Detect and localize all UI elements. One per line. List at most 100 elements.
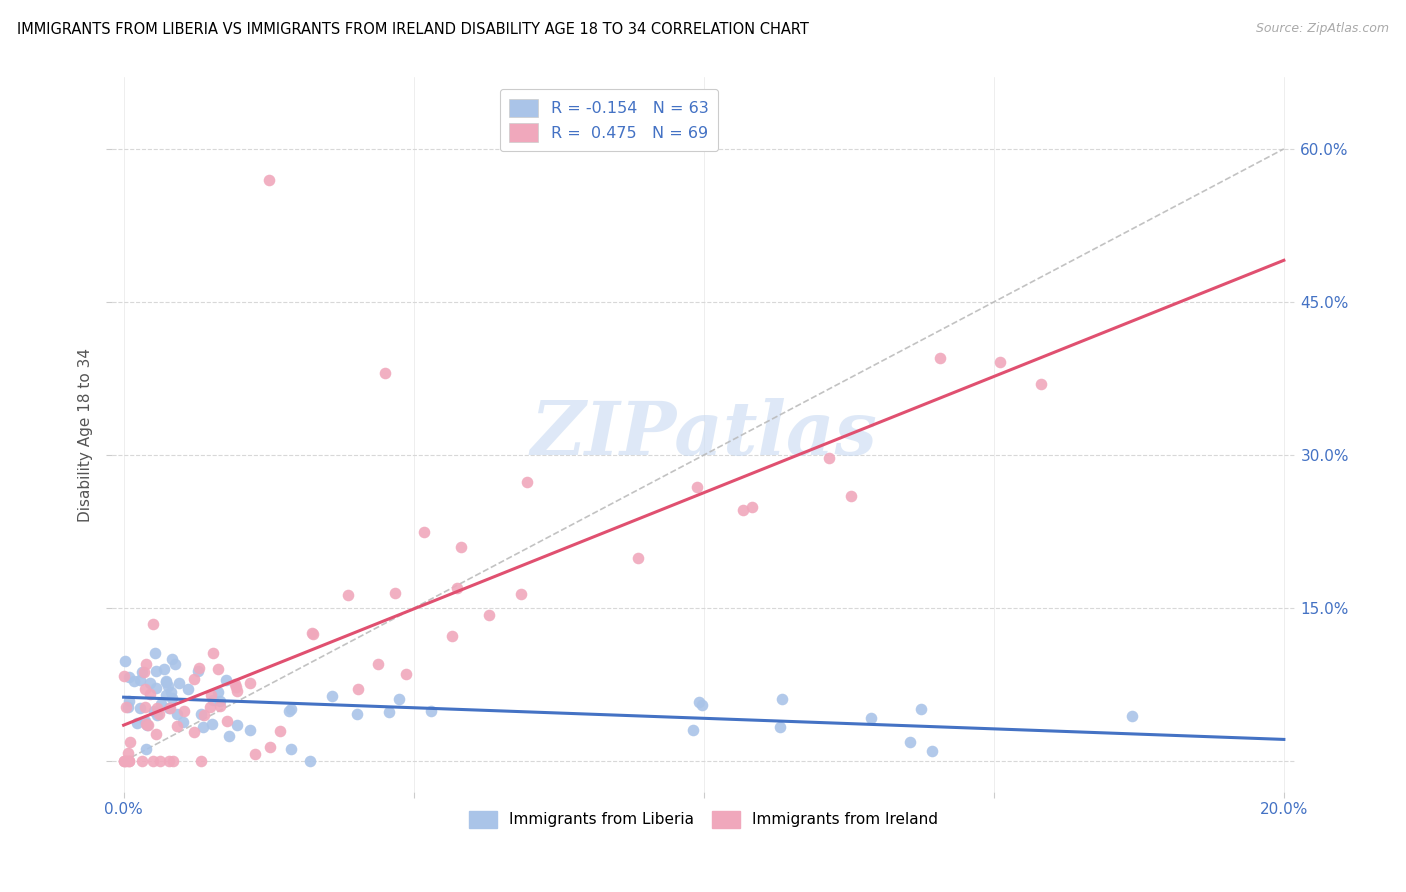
Point (419, 704, 441, 718)
Point (118, 735, 141, 749)
Point (112, 755, 135, 769)
Point (122, 674, 145, 689)
Point (239, 723, 262, 738)
Point (166, 719, 188, 733)
Point (157, 701, 180, 715)
Point (516, 475, 538, 490)
Point (257, 172, 280, 186)
Point (128, 701, 150, 715)
Point (118, 755, 141, 769)
Point (413, 525, 436, 540)
Point (142, 704, 165, 718)
Point (162, 754, 184, 768)
Point (214, 673, 236, 688)
Point (921, 744, 943, 758)
Point (132, 665, 155, 679)
Point (157, 755, 180, 769)
Point (134, 700, 156, 714)
Point (142, 755, 165, 769)
Point (367, 657, 389, 671)
Point (118, 694, 141, 708)
Point (167, 676, 190, 690)
Point (159, 701, 181, 715)
Point (688, 695, 710, 709)
Point (131, 665, 153, 680)
Point (146, 701, 169, 715)
Point (145, 664, 167, 678)
Point (384, 585, 406, 599)
Point (118, 755, 141, 769)
Point (117, 746, 139, 760)
Point (395, 667, 418, 681)
Point (741, 500, 763, 515)
Point (139, 676, 162, 690)
Point (112, 755, 135, 769)
Point (841, 489, 863, 503)
Point (193, 708, 215, 723)
Point (145, 681, 167, 695)
Point (118, 670, 141, 684)
Point (209, 694, 232, 708)
Point (378, 706, 401, 720)
Point (190, 706, 212, 721)
Point (910, 702, 932, 716)
Point (200, 688, 222, 702)
Point (114, 654, 136, 668)
Point (149, 697, 172, 711)
Point (115, 755, 138, 769)
Point (769, 720, 792, 734)
Point (187, 665, 209, 679)
Legend: Immigrants from Liberia, Immigrants from Ireland: Immigrants from Liberia, Immigrants from… (463, 805, 945, 834)
Point (165, 657, 187, 672)
Text: ZIPatlas: ZIPatlas (530, 399, 877, 471)
Point (135, 657, 157, 671)
Point (127, 715, 149, 730)
Point (135, 742, 157, 756)
Point (152, 662, 174, 676)
Point (733, 502, 755, 516)
Point (166, 706, 188, 721)
Point (627, 551, 650, 566)
Point (218, 729, 240, 743)
Point (134, 682, 156, 697)
Point (450, 541, 472, 555)
Point (686, 480, 709, 494)
Point (156, 679, 179, 693)
Point (988, 354, 1011, 368)
Point (277, 704, 299, 718)
Point (859, 711, 882, 725)
Point (440, 629, 463, 643)
Point (301, 626, 323, 640)
Point (226, 717, 249, 731)
Point (155, 673, 177, 688)
Point (198, 700, 221, 714)
Point (202, 646, 225, 660)
Point (201, 717, 224, 731)
Point (217, 714, 239, 729)
Text: IMMIGRANTS FROM LIBERIA VS IMMIGRANTS FROM IRELAND DISABILITY AGE 18 TO 34 CORRE: IMMIGRANTS FROM LIBERIA VS IMMIGRANTS FR… (17, 22, 808, 37)
Point (183, 672, 205, 686)
Point (136, 718, 159, 732)
Point (160, 652, 183, 666)
Point (155, 675, 177, 690)
Point (172, 714, 194, 729)
Point (321, 689, 343, 703)
Point (226, 684, 249, 698)
Point (202, 693, 225, 707)
Point (259, 740, 281, 755)
Y-axis label: Disability Age 18 to 34: Disability Age 18 to 34 (79, 348, 93, 522)
Point (135, 717, 157, 731)
Point (149, 755, 172, 769)
Point (115, 700, 138, 714)
Point (898, 735, 921, 749)
Point (148, 706, 170, 721)
Point (269, 724, 291, 739)
Point (243, 747, 266, 761)
Point (142, 617, 165, 632)
Point (929, 351, 952, 366)
Text: Source: ZipAtlas.com: Source: ZipAtlas.com (1256, 22, 1389, 36)
Point (347, 682, 370, 697)
Point (1121, 709, 1143, 723)
Point (112, 669, 135, 683)
Point (224, 677, 246, 691)
